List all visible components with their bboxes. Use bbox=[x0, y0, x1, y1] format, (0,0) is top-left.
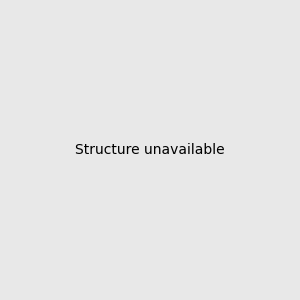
Text: Structure unavailable: Structure unavailable bbox=[75, 143, 225, 157]
